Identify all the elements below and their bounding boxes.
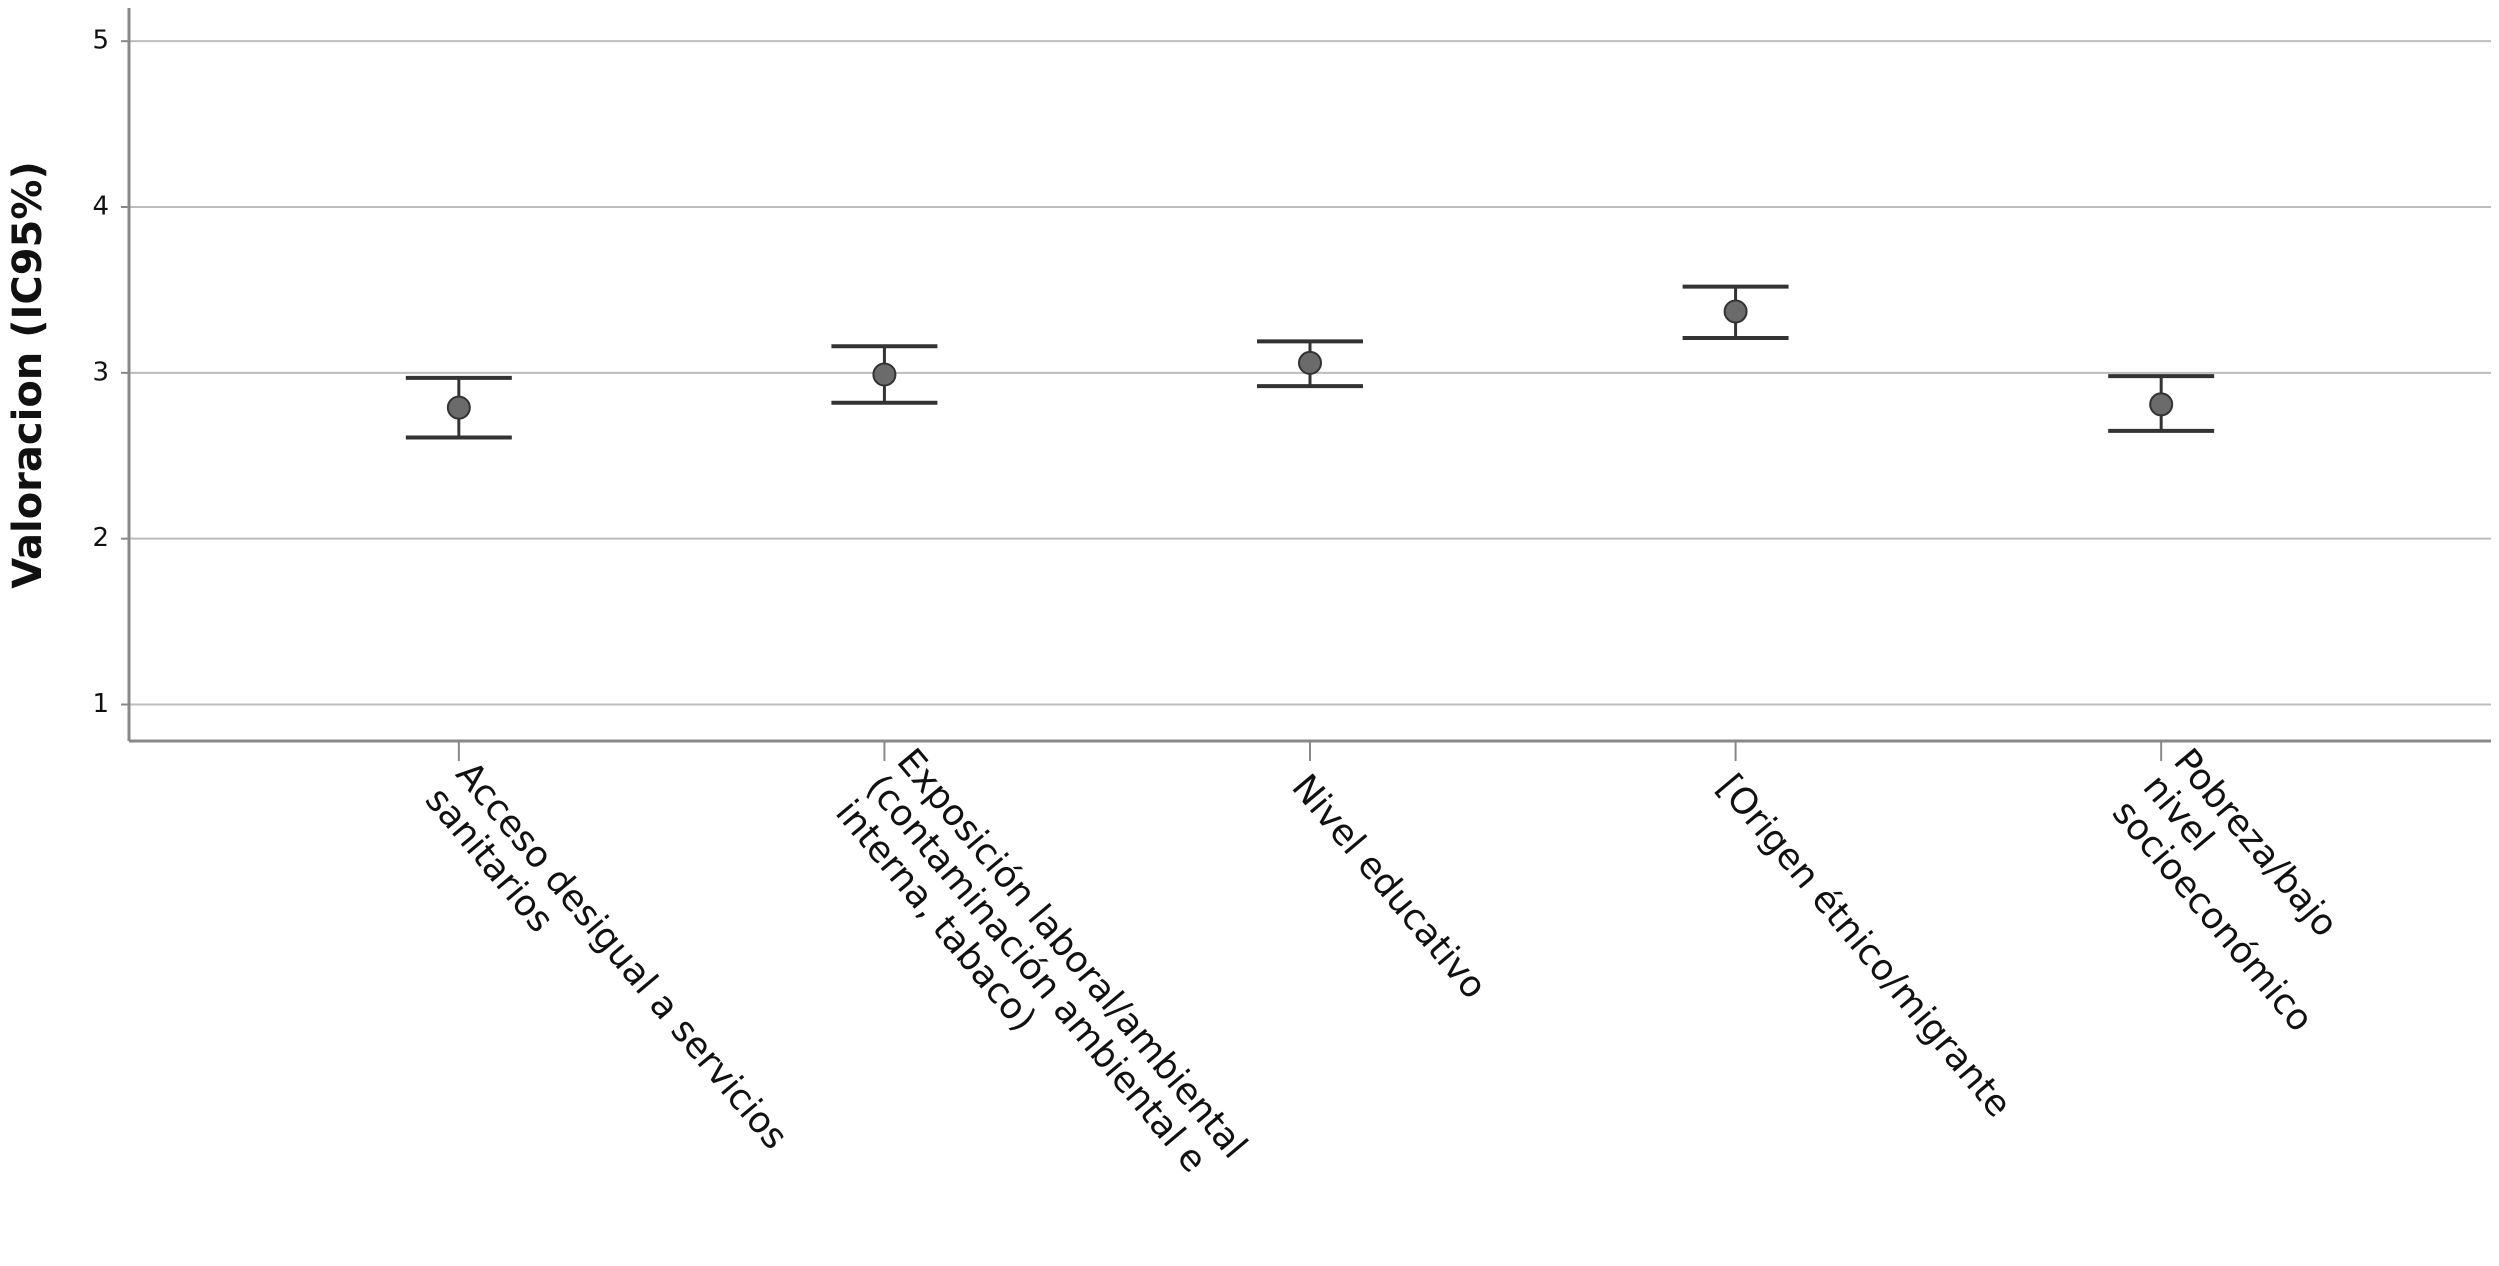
y-tick-label: 2: [92, 523, 109, 553]
x-tick-label: Acceso desigual a servicios: [448, 754, 796, 1157]
x-tick-label-group: Nivel educativo: [1283, 767, 1494, 1007]
mean-point: [2149, 392, 2174, 417]
x-tick-label: (contaminación ambiental e: [858, 767, 1214, 1181]
mean-point: [446, 395, 471, 420]
y-tick-label: 1: [92, 689, 109, 719]
y-axis-label: Valoracion (IC95%): [5, 161, 51, 589]
y-tick-label: 4: [92, 192, 109, 222]
mean-point: [1298, 350, 1322, 375]
x-tick-label: Nivel educativo: [1283, 767, 1494, 1007]
x-tick-label-group: [Origen étnico/migrante: [1709, 767, 2019, 1125]
y-tick-label: 5: [92, 26, 109, 56]
mean-point: [1723, 299, 1748, 324]
x-tick-label-group: Exposición laboral/ambiental(contaminaci…: [827, 741, 1254, 1181]
x-tick-label: [Origen étnico/migrante: [1709, 767, 2019, 1125]
mean-point: [872, 362, 897, 387]
y-tick-label: 3: [92, 357, 109, 387]
